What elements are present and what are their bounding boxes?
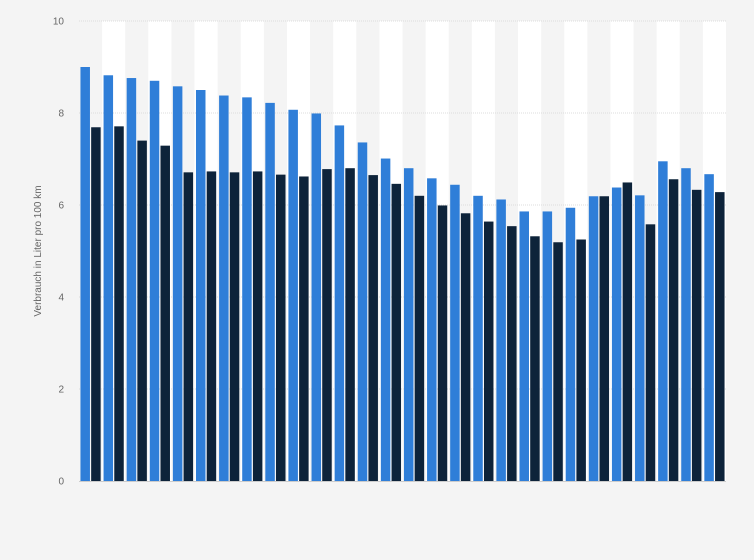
bar-series-2 — [322, 169, 332, 481]
bar-series-1 — [681, 168, 691, 481]
bar-series-1 — [588, 196, 599, 481]
bar-series-2 — [576, 239, 586, 481]
bar-series-2 — [229, 172, 240, 481]
bar-series-2 — [183, 172, 194, 481]
bar-series-2 — [645, 224, 656, 481]
bar-series-1 — [403, 168, 414, 481]
bar-series-2 — [691, 189, 702, 481]
bar-series-2 — [483, 221, 494, 481]
bar-series-2 — [276, 174, 286, 481]
bar-series-2 — [715, 192, 725, 481]
bar-series-1 — [219, 95, 229, 482]
bar-series-2 — [299, 176, 309, 482]
bar-series-2 — [414, 195, 425, 482]
bar-series-1 — [565, 207, 576, 481]
bar-series-1 — [288, 109, 298, 481]
bar-series-1 — [473, 195, 483, 482]
bar-series-1 — [126, 78, 137, 481]
bar-series-2 — [345, 168, 355, 481]
bar-series-1 — [635, 195, 645, 481]
bar-series-2 — [622, 182, 633, 481]
bar-series-2 — [668, 179, 679, 482]
bar-series-2 — [437, 205, 448, 481]
bar-series-1 — [334, 125, 345, 482]
bar-series-1 — [103, 75, 114, 481]
bar-series-1 — [704, 174, 714, 481]
bar-series-1 — [519, 211, 529, 481]
bar-series-2 — [137, 140, 147, 481]
bar-series-2 — [252, 171, 263, 482]
bar-series-1 — [149, 80, 160, 482]
category-bands — [102, 21, 726, 481]
bar-series-2 — [530, 236, 540, 481]
bar-series-1 — [265, 102, 275, 481]
bar-series-2 — [599, 196, 610, 481]
bar-series-1 — [380, 158, 391, 482]
bar-series-1 — [195, 90, 206, 481]
bar-series-1 — [311, 113, 322, 482]
bar-series-1 — [172, 86, 183, 481]
bars — [80, 67, 725, 482]
bar-series-1 — [496, 199, 506, 482]
bar-series-1 — [658, 161, 668, 482]
bar-series-1 — [80, 67, 90, 481]
bar-series-2 — [460, 213, 471, 481]
bar-series-1 — [427, 178, 437, 481]
y-axis-ticks: 0 2 4 6 8 10 — [53, 17, 65, 488]
bar-series-2 — [368, 175, 378, 481]
y-tick-label: 10 — [53, 17, 65, 28]
bar-series-2 — [160, 145, 170, 481]
y-tick-label: 4 — [58, 293, 64, 304]
bar-series-2 — [391, 183, 402, 481]
bar-series-2 — [91, 127, 101, 481]
bar-series-2 — [553, 242, 563, 481]
y-axis-title: Verbrauch in Liter pro 100 km — [33, 185, 44, 316]
y-tick-label: 0 — [58, 477, 64, 488]
bar-series-1 — [450, 184, 460, 481]
bar-series-1 — [357, 142, 368, 481]
bar-series-1 — [542, 211, 553, 481]
bar-series-2 — [507, 226, 517, 481]
bar-series-1 — [242, 97, 252, 482]
bar-series-1 — [611, 187, 622, 481]
bar-series-2 — [206, 171, 217, 482]
bar-series-2 — [114, 126, 124, 481]
y-tick-label: 2 — [58, 385, 64, 396]
y-tick-label: 6 — [58, 201, 64, 212]
y-tick-label: 8 — [58, 109, 64, 120]
